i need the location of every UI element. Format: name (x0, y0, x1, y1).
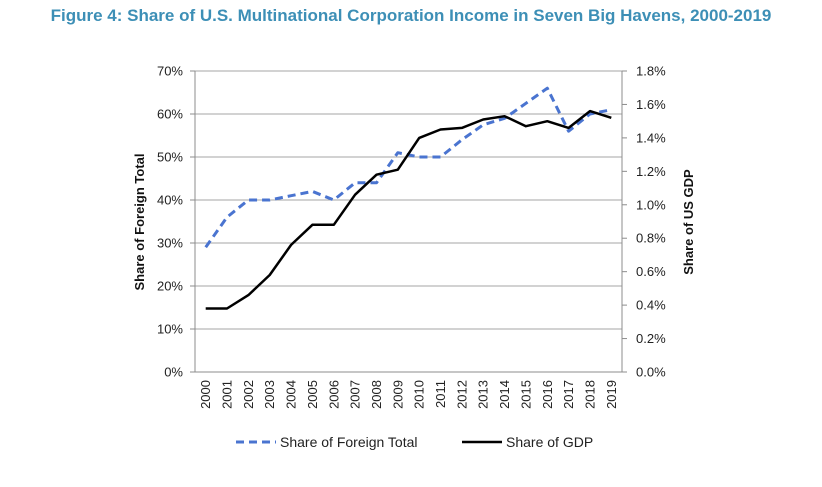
y-left-tick-label: 40% (157, 193, 183, 208)
y-right-tick-label: 1.8% (636, 64, 666, 79)
legend-label-foreign-total: Share of Foreign Total (280, 434, 418, 450)
chart-title: Figure 4: Share of U.S. Multinational Co… (50, 6, 772, 25)
series-line-share-of-gdp (205, 109, 612, 310)
y-left-tick-label: 50% (157, 150, 183, 165)
x-tick-label: 2001 (220, 380, 235, 409)
x-tick-label: 2007 (348, 380, 363, 409)
x-tick-label: 2009 (390, 380, 405, 409)
y-right-tick-label: 1.6% (636, 97, 666, 112)
x-tick-label: 2015 (518, 380, 533, 409)
x-tick-label: 2010 (412, 380, 427, 409)
x-tick-label: 2012 (454, 380, 469, 409)
x-tick-label: 2011 (433, 380, 448, 408)
y-right-tick-label: 0.2% (636, 331, 666, 346)
x-tick-label: 2013 (476, 380, 491, 409)
x-tick-label: 2014 (497, 380, 512, 409)
y-right-tick-label: 0.0% (636, 365, 666, 380)
axes (190, 70, 627, 373)
x-tick-label: 2006 (326, 380, 341, 409)
x-tick-label: 2019 (604, 380, 619, 409)
y-right-tick-label: 1.4% (636, 130, 666, 145)
x-tick-label: 2008 (369, 380, 384, 409)
y-left-tick-label: 20% (157, 279, 183, 294)
y-right-tick-label: 0.4% (636, 298, 666, 313)
y-right-tick-label: 0.8% (636, 231, 666, 246)
x-tick-label: 2002 (241, 380, 256, 409)
y-left-tick-label: 70% (157, 64, 183, 79)
y-right-tick-label: 1.2% (636, 164, 666, 179)
series-lines (204, 86, 612, 310)
y-right-tick-label: 0.6% (636, 264, 666, 279)
x-tick-label: 2017 (561, 380, 576, 409)
x-tick-label: 2016 (540, 380, 555, 409)
tick-labels: 0% 10% 20% 30% 40% 50% 60% 70% 0.0% 0.2% 0.4% 0.6% 0… (157, 64, 666, 409)
x-tick-label: 2018 (582, 380, 597, 409)
legend: Share of Foreign Total Share of GDP (236, 434, 593, 450)
legend-label-gdp: Share of GDP (506, 434, 593, 450)
y-left-tick-label: 0% (164, 365, 183, 380)
x-tick-label: 2004 (284, 380, 299, 409)
y-axis-left-label: Share of Foreign Total (132, 154, 147, 291)
x-tick-label: 2005 (305, 380, 320, 409)
y-left-tick-label: 30% (157, 236, 183, 251)
x-tick-label: 2003 (262, 380, 277, 409)
y-left-tick-label: 10% (157, 322, 183, 337)
series-line-share-of-foreign-total (204, 86, 612, 249)
gridlines (195, 70, 622, 330)
y-right-tick-label: 1.0% (636, 197, 666, 212)
y-axis-right-label: Share of US GDP (681, 169, 696, 275)
x-tick-label: 2000 (198, 380, 213, 409)
y-left-tick-label: 60% (157, 107, 183, 122)
